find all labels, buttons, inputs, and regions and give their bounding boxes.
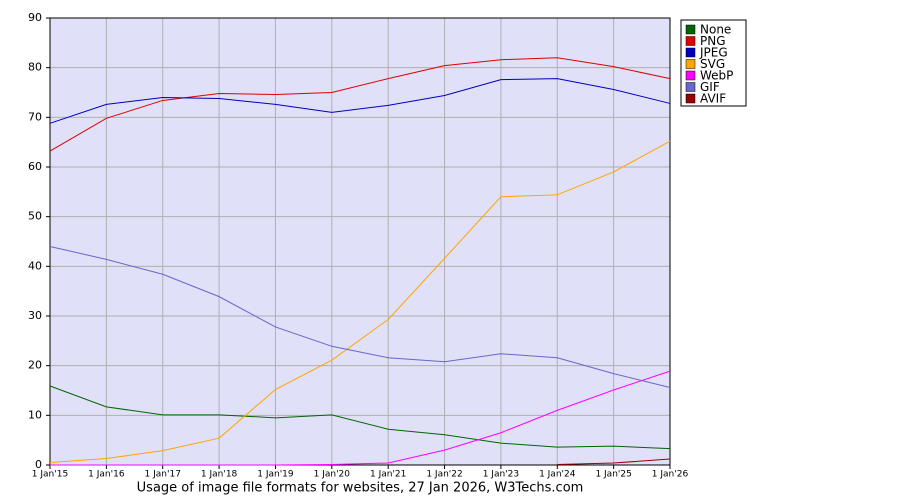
chart-title: Usage of image file formats for websites… [137, 481, 584, 496]
legend-label: GIF [700, 80, 720, 94]
legend-swatch [685, 82, 696, 92]
series-line [49, 140, 671, 464]
series-line [49, 385, 671, 450]
x-tick-label: 1 Jan'17 [145, 470, 181, 480]
legend-label: AVIF [700, 92, 726, 106]
legend-swatch [685, 36, 696, 46]
plot-border [49, 17, 671, 466]
x-tick-label: 1 Jan'20 [314, 470, 351, 480]
legend-label: SVG [700, 57, 725, 71]
y-tick-label: 60 [28, 160, 42, 173]
y-tick-label: 80 [28, 61, 42, 74]
x-tick-label: 1 Jan'18 [201, 470, 238, 480]
x-tick-label: 1 Jan'26 [652, 470, 689, 480]
legend-swatch [685, 70, 696, 81]
y-tick-label: 0 [35, 458, 42, 471]
x-tick-label: 1 Jan'22 [426, 470, 462, 480]
x-tick-label: 1 Jan'16 [88, 470, 125, 480]
legend-label: WebP [700, 69, 733, 83]
series-line [557, 458, 671, 466]
legend-swatch [685, 59, 696, 69]
x-tick-label: 1 Jan'19 [257, 470, 294, 480]
plot-area [50, 18, 670, 465]
y-tick-label: 40 [28, 259, 42, 272]
legend-label: JPEG [699, 46, 728, 60]
x-tick-label: 1 Jan'23 [483, 470, 519, 480]
y-tick-label: 10 [28, 408, 42, 421]
x-tick-label: 1 Jan'21 [370, 470, 406, 480]
y-tick-label: 20 [28, 359, 42, 372]
series-line [49, 245, 671, 389]
legend-swatch [685, 24, 696, 35]
legend-label: PNG [700, 34, 726, 48]
series-line [50, 370, 671, 466]
y-tick-label: 90 [28, 11, 42, 24]
x-tick-label: 1 Jan'15 [32, 470, 68, 480]
series-line [49, 57, 671, 152]
x-tick-label: 1 Jan'24 [539, 470, 576, 480]
y-tick-label: 50 [28, 210, 42, 223]
x-tick-label: 1 Jan'25 [595, 470, 631, 480]
series-line [49, 78, 671, 124]
legend-label: None [700, 23, 731, 37]
y-tick-label: 30 [28, 309, 42, 322]
y-tick-label: 70 [28, 110, 42, 123]
legend-swatch [685, 47, 696, 58]
legend-swatch [685, 93, 696, 104]
